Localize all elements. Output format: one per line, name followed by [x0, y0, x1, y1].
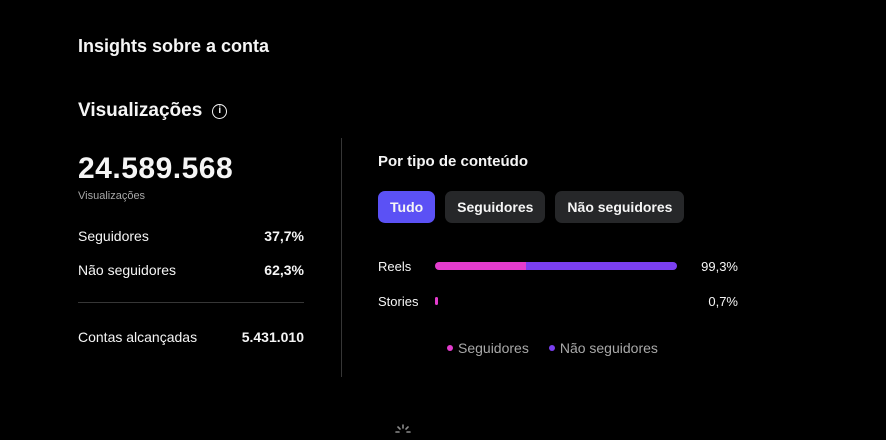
bar-followers-segment [435, 297, 438, 305]
page-title: Insights sobre a conta [78, 36, 270, 56]
reels-value: 99,3% [701, 258, 738, 274]
info-icon[interactable]: i [212, 103, 228, 119]
reels-bar [435, 262, 679, 270]
accounts-reached-row: Contas alcançadas 5.431.010 [78, 329, 304, 345]
loading-spinner-icon [395, 424, 411, 433]
bar-non-followers-segment [526, 262, 678, 270]
non-followers-row: Não seguidores 62,3% [78, 262, 304, 278]
non-followers-label: Não seguidores [78, 262, 177, 278]
stories-value: 0,7% [708, 293, 738, 309]
accounts-reached-label: Contas alcançadas [78, 329, 198, 345]
views-section-title: Visualizações i [78, 100, 228, 122]
tab-non-followers[interactable]: Não seguidores [555, 191, 685, 223]
tab-followers[interactable]: Seguidores [445, 191, 546, 223]
legend-followers-label: Seguidores [458, 340, 529, 356]
stories-bar [435, 297, 679, 305]
legend-followers: Seguidores [447, 340, 529, 356]
bar-followers-segment [435, 262, 527, 270]
reels-label: Reels [378, 258, 412, 274]
followers-row: Seguidores 37,7% [78, 228, 304, 244]
accounts-reached-value: 5.431.010 [241, 329, 304, 345]
followers-label: Seguidores [78, 228, 149, 244]
stories-label: Stories [378, 293, 419, 309]
tab-all[interactable]: Tudo [378, 191, 436, 223]
divider [78, 302, 304, 303]
legend: Seguidores Não seguidores [447, 340, 658, 356]
views-total: 24.589.568 [78, 152, 234, 185]
views-total-label: Visualizações [78, 190, 146, 202]
content-type-tabs: Tudo Seguidores Não seguidores [378, 191, 685, 223]
legend-non-followers-label: Não seguidores [559, 340, 658, 356]
followers-value: 37,7% [264, 228, 304, 244]
reels-row: Reels 99,3% [378, 256, 738, 276]
followers-dot-icon [447, 345, 453, 351]
non-followers-value: 62,3% [264, 262, 304, 278]
content-type-title: Por tipo de conteúdo [378, 153, 528, 170]
non-followers-dot-icon [548, 345, 555, 351]
views-title: Visualizações [78, 100, 203, 121]
vertical-divider [341, 138, 342, 377]
stories-row: Stories 0,7% [378, 291, 738, 311]
legend-non-followers: Não seguidores [548, 340, 658, 356]
